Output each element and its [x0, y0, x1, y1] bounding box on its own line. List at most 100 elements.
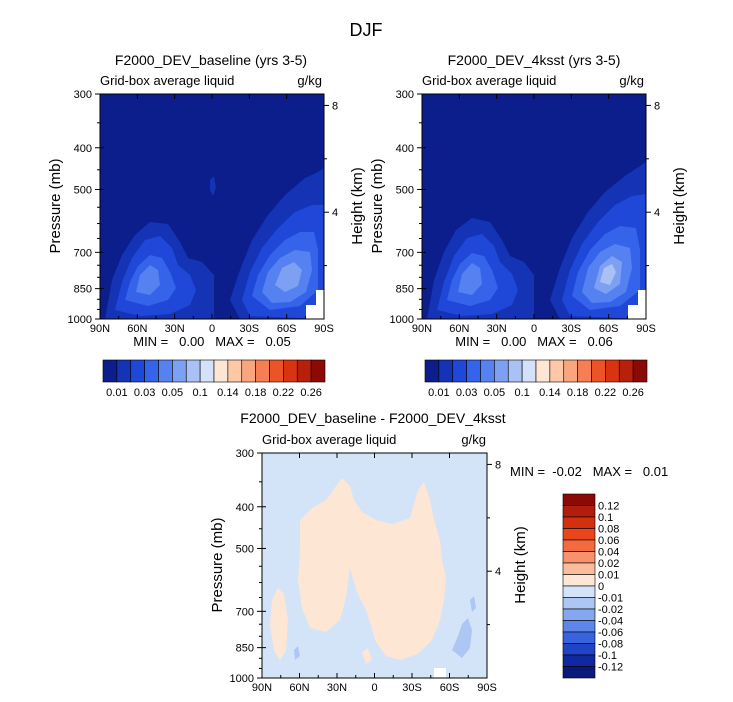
- stats-text: MIN = 0.00 MAX = 0.05: [133, 334, 291, 349]
- colorbar-label: 0.22: [595, 387, 616, 399]
- panel-title: F2000_DEV_baseline - F2000_DEV_4ksst: [240, 410, 505, 426]
- colorbar-swatch: [591, 359, 606, 383]
- x-tick-label: 60S: [440, 682, 460, 694]
- colorbar-swatch: [466, 359, 481, 383]
- y2label: Height (km): [512, 526, 529, 604]
- y-tick-label: 850: [74, 284, 92, 296]
- y-tick-label: 400: [74, 143, 92, 155]
- colorbar-difference: 0.120.10.080.060.040.020.010-0.01-0.02-0…: [562, 493, 623, 679]
- x-tick-label: 90N: [252, 682, 272, 694]
- y-tick-label: 700: [236, 606, 254, 618]
- colorbar-label: 0.03: [456, 387, 477, 399]
- colorbar-swatch: [494, 359, 509, 383]
- figure-title: DJF: [350, 20, 383, 40]
- colorbar-swatch: [562, 654, 596, 667]
- colorbar-label: 0.01: [106, 387, 127, 399]
- colorbar-swatch: [562, 597, 596, 610]
- colorbar-label: 0.08: [598, 524, 619, 536]
- panel-subtitle-left: Grid-box average liquid: [100, 73, 234, 88]
- x-tick-label: 30N: [487, 323, 507, 335]
- colorbar-label: -0.12: [598, 662, 623, 674]
- colorbar-swatch: [577, 359, 592, 383]
- y2-tick-label: 4: [654, 207, 660, 219]
- colorbar-baseline: 0.01 0.03 0.05 0.1 0.14 0.18 0.22 0.26: [102, 359, 326, 399]
- panel-title: F2000_DEV_4ksst (yrs 3-5): [448, 52, 621, 68]
- colorbar-swatch: [452, 359, 467, 383]
- colorbar-swatch: [158, 359, 173, 383]
- x-tick-label: 90N: [90, 323, 110, 335]
- colorbar-label: 0.1: [598, 512, 613, 524]
- colorbar-swatch: [144, 359, 159, 383]
- colorbar-label: -0.06: [598, 627, 623, 639]
- x-tick-label: 30S: [402, 682, 422, 694]
- x-tick-label: 90S: [636, 323, 656, 335]
- x-tick-label: 0: [371, 682, 377, 694]
- x-tick-label: 60N: [289, 682, 309, 694]
- x-tick-label: 60S: [599, 323, 619, 335]
- panel-4ksst: F2000_DEV_4ksst (yrs 3-5) Grid-box avera…: [369, 52, 688, 349]
- y-tick-label: 400: [236, 502, 254, 514]
- missing-data: [628, 290, 646, 319]
- y2-tick-label: 4: [332, 207, 338, 219]
- stats-text: MIN = -0.02 MAX = 0.01: [510, 464, 668, 479]
- plot-area: [422, 94, 646, 319]
- panel-difference: F2000_DEV_baseline - F2000_DEV_4ksst Gri…: [209, 410, 668, 694]
- colorbar-swatch: [562, 643, 596, 656]
- y2label: Height (km): [671, 167, 688, 245]
- y2label: Height (km): [349, 167, 366, 245]
- y-tick-label: 850: [396, 284, 414, 296]
- colorbar-label: -0.1: [598, 650, 617, 662]
- colorbar-label: 0.06: [598, 535, 619, 547]
- contour-nh-4: [136, 265, 160, 295]
- x-tick-label: 90N: [412, 323, 432, 335]
- colorbar-label: 0.01: [428, 387, 449, 399]
- colorbar-label: 0.01: [598, 570, 619, 582]
- x-tick-label: 90S: [477, 682, 497, 694]
- colorbar-swatch: [618, 359, 634, 383]
- contour-positive-left: [270, 588, 288, 660]
- colorbar-swatch: [562, 528, 596, 541]
- colorbar-swatch: [562, 631, 596, 644]
- y2-tick-label: 8: [495, 459, 501, 471]
- y-tick-label: 700: [396, 247, 414, 259]
- y-tick-label: 300: [74, 89, 92, 101]
- y-tick-label: 1000: [390, 314, 414, 326]
- x-tick-label: 90S: [314, 323, 334, 335]
- y-tick-label: 300: [396, 89, 414, 101]
- panel-subtitle-right: g/kg: [619, 73, 644, 88]
- colorbar-swatch: [480, 359, 495, 383]
- colorbar-swatch: [562, 516, 596, 529]
- plot-area: [100, 94, 324, 319]
- colorbar-swatch: [563, 359, 578, 383]
- y-tick-label: 500: [74, 184, 92, 196]
- colorbar-label: 0.02: [598, 558, 619, 570]
- colorbar-swatch: [130, 359, 145, 383]
- colorbar-label: 0.18: [567, 387, 588, 399]
- colorbar-swatch: [562, 505, 596, 518]
- x-tick-label: 60S: [277, 323, 297, 335]
- x-tick-label: 30S: [562, 323, 582, 335]
- colorbar-swatch: [102, 359, 118, 383]
- colorbar-swatch: [507, 359, 523, 383]
- contour-sh-5: [275, 262, 302, 292]
- x-tick-label: 60N: [449, 323, 469, 335]
- y2-tick-label: 8: [654, 100, 660, 112]
- colorbar-4ksst: 0.01 0.03 0.05 0.1 0.14 0.18 0.22 0.26: [424, 359, 648, 399]
- y-tick-label: 1000: [68, 314, 92, 326]
- colorbar-label: -0.04: [598, 616, 623, 628]
- colorbar-label: -0.02: [598, 604, 623, 616]
- panel-title: F2000_DEV_baseline (yrs 3-5): [115, 52, 307, 68]
- colorbar-swatch: [241, 359, 256, 383]
- x-tick-label: 30S: [240, 323, 260, 335]
- colorbar-swatch: [269, 359, 284, 383]
- colorbar-swatch: [562, 493, 596, 506]
- colorbar-label: 0.26: [300, 387, 321, 399]
- stats-text: MIN = 0.00 MAX = 0.06: [455, 334, 613, 349]
- panel-subtitle-right: g/kg: [297, 73, 322, 88]
- x-tick-label: 0: [531, 323, 537, 335]
- contour-sh-6: [600, 264, 616, 285]
- colorbar-swatch: [172, 359, 187, 383]
- colorbar-swatch: [185, 359, 201, 383]
- contour-positive-small: [362, 648, 372, 664]
- colorbar-label: -0.08: [598, 639, 623, 651]
